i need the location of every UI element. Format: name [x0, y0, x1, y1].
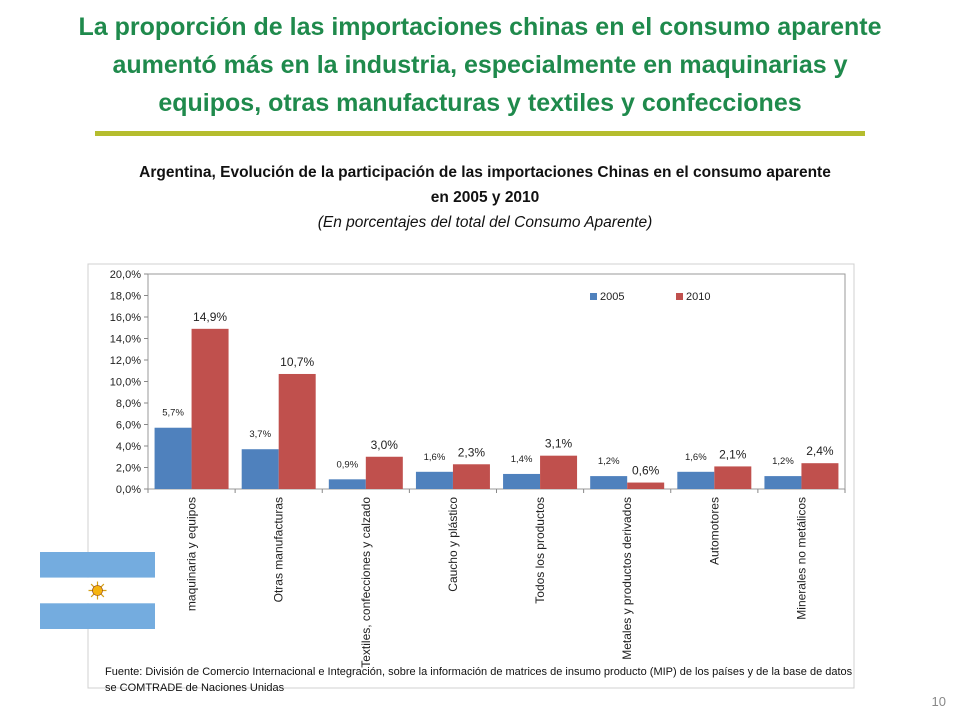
slide-title-line: La proporción de las importaciones china… — [78, 13, 882, 41]
bar-2010 — [278, 373, 316, 489]
data-label: 2,4% — [806, 444, 834, 458]
x-tick-label: Caucho y plástico — [446, 497, 460, 592]
data-label: 1,2% — [772, 456, 794, 467]
x-tick-label: maquinaria y equipos — [185, 497, 199, 611]
bar-2005 — [154, 427, 192, 489]
bar-2005 — [328, 479, 366, 489]
y-tick-label: 18,0% — [110, 291, 141, 303]
chart-subtitle: (En porcentajes del total del Consumo Ap… — [317, 214, 653, 231]
data-label: 3,0% — [371, 438, 399, 452]
y-tick-label: 6,0% — [116, 420, 141, 432]
chart-title: Argentina, Evolución de la participación… — [80, 160, 890, 210]
bar-2010 — [714, 466, 752, 489]
bar-2010 — [365, 456, 403, 489]
y-tick-label: 10,0% — [110, 377, 141, 389]
data-label: 3,1% — [545, 437, 573, 451]
data-label: 5,7% — [162, 408, 184, 419]
data-label: 0,6% — [632, 464, 660, 478]
bar-2010 — [540, 455, 578, 489]
x-tick-label: Minerales no metálicos — [794, 497, 808, 620]
bar-series — [154, 328, 839, 489]
title-underline — [95, 131, 865, 136]
y-axis: 0,0% 2,0% 4,0% 6,0% 8,0% 10,0% 12,0% 14,0% 16,0%… — [110, 269, 148, 496]
bar-2010 — [191, 328, 229, 489]
data-label: 2,3% — [458, 445, 486, 459]
data-label: 1,4% — [511, 454, 533, 465]
data-label: 1,6% — [424, 452, 446, 463]
data-label: 1,2% — [598, 456, 620, 467]
x-tick-label: Metales y productos derivados — [620, 497, 634, 660]
slide-title: La proporción de las importaciones china… — [20, 8, 940, 122]
bar-2005 — [677, 471, 715, 489]
page-number: 10 — [931, 694, 946, 709]
data-label: 2,1% — [719, 447, 747, 461]
legend: 2005 2010 — [590, 291, 710, 303]
bar-2005 — [503, 473, 541, 489]
x-tick-label: Textiles, confecciones y calzado — [359, 497, 373, 668]
slide-title-line: aumentó más en la industria, especialmen… — [112, 51, 848, 79]
bar-2010 — [627, 482, 665, 489]
data-label: 1,6% — [685, 452, 707, 463]
bar-2005 — [764, 476, 802, 489]
legend-label: 2005 — [600, 291, 624, 303]
data-label: 3,7% — [249, 429, 271, 440]
y-tick-label: 20,0% — [110, 269, 141, 281]
y-tick-label: 8,0% — [116, 398, 141, 410]
legend-label: 2010 — [686, 291, 710, 303]
bar-2005 — [241, 449, 279, 489]
x-axis-labels: maquinaria y equipos Otras manufacturas Te… — [147, 489, 846, 668]
x-tick-label: Automotores — [707, 497, 721, 565]
chart-title-line: en 2005 y 2010 — [430, 189, 540, 206]
data-label: 10,7% — [280, 355, 314, 369]
legend-swatch — [676, 293, 683, 300]
bar-2010 — [801, 463, 839, 489]
slide-title-line: equipos, otras manufacturas y textiles y… — [158, 89, 802, 117]
x-tick-label: Otras manufacturas — [272, 497, 286, 602]
data-label: 0,9% — [336, 459, 358, 470]
y-tick-label: 2,0% — [116, 463, 141, 475]
legend-swatch — [590, 293, 597, 300]
x-tick-label: Todos los productos — [533, 497, 547, 604]
bar-2010 — [452, 464, 490, 489]
y-tick-label: 14,0% — [110, 334, 141, 346]
y-tick-label: 4,0% — [116, 441, 141, 453]
y-tick-label: 0,0% — [116, 484, 141, 496]
y-tick-label: 16,0% — [110, 312, 141, 324]
chart-title-line: Argentina, Evolución de la participación… — [139, 164, 831, 181]
y-tick-label: 12,0% — [110, 355, 141, 367]
bar-2005 — [590, 476, 628, 489]
argentina-flag-icon — [40, 552, 155, 629]
source-note: Fuente: División de Comercio Internacion… — [105, 666, 853, 694]
data-labels: 5,7% 14,9% 3,7% 10,7% 0,9% 3,0% 1,6% 2,3% 1,4% 3,… — [162, 310, 834, 478]
data-label: 14,9% — [193, 310, 227, 324]
bar-2005 — [415, 471, 453, 489]
